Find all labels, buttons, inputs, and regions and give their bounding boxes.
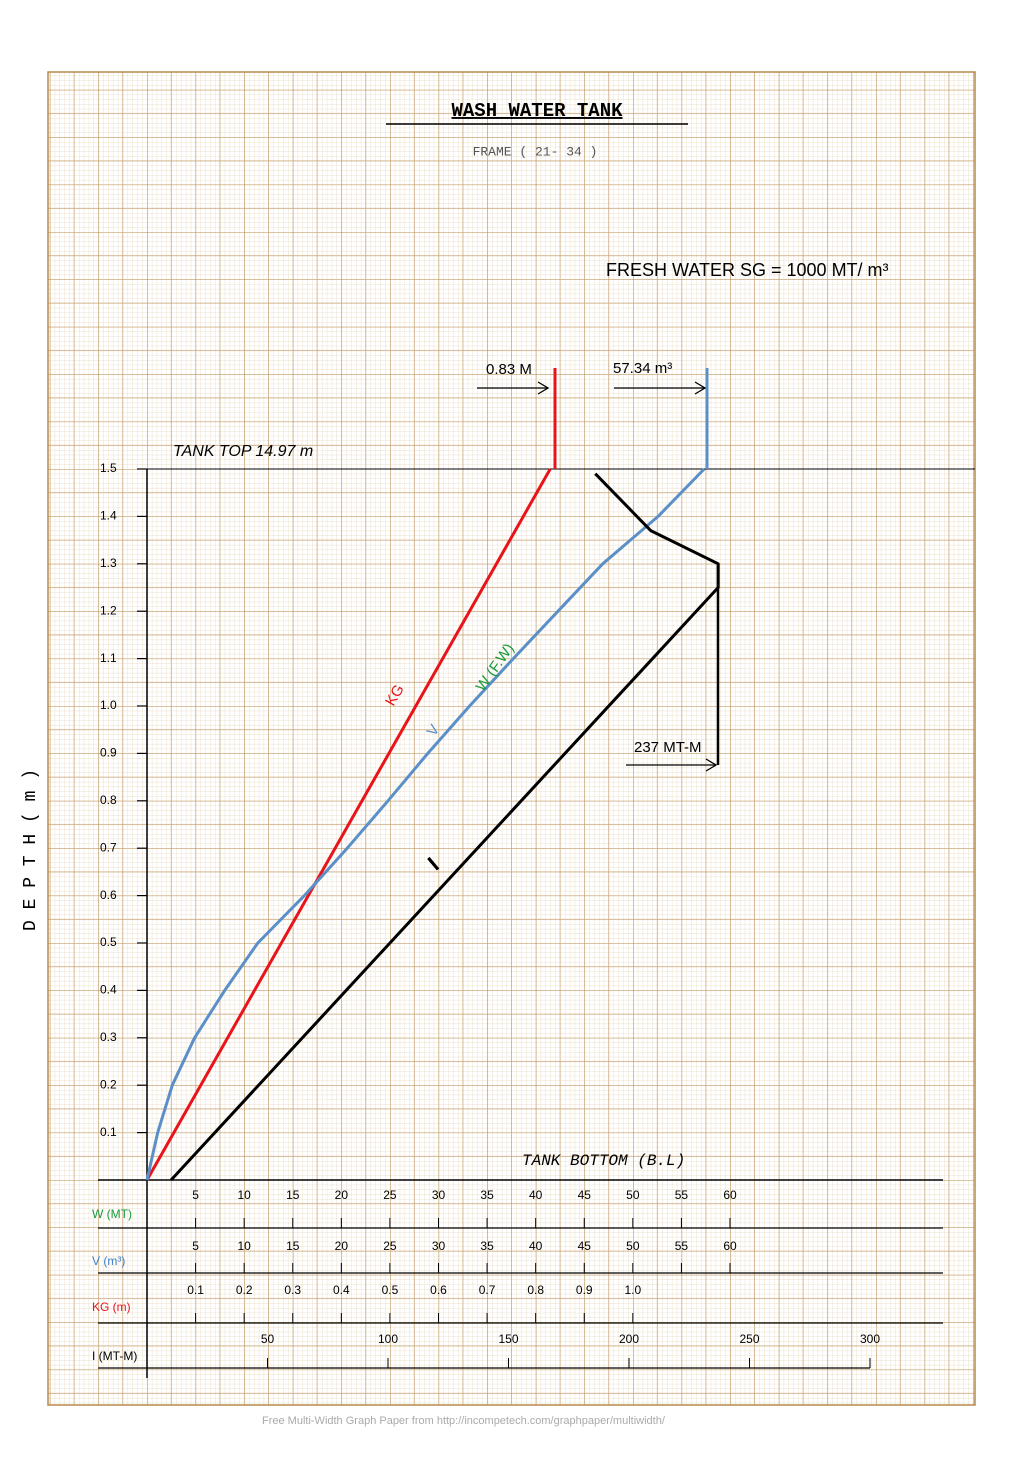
x-tick-label: 15 bbox=[286, 1239, 300, 1253]
y-tick-label: 0.6 bbox=[100, 888, 117, 902]
arrow-head bbox=[537, 381, 550, 395]
y-tick-label: 0.3 bbox=[100, 1030, 117, 1044]
y-tick-label: 0.9 bbox=[100, 746, 117, 760]
series-line bbox=[145, 467, 706, 1181]
graph-paper-major bbox=[47, 71, 976, 1406]
x-tick-label: 55 bbox=[675, 1188, 689, 1202]
y-tick-label: 1.3 bbox=[100, 556, 117, 570]
x-tick-label: 60 bbox=[723, 1188, 737, 1202]
x-tick-label: 5 bbox=[192, 1188, 199, 1202]
x-tick-label: 30 bbox=[432, 1188, 446, 1202]
y-tick-label: 0.4 bbox=[100, 983, 117, 997]
x-axis-name: W (MT) bbox=[92, 1207, 132, 1221]
annotation: TANK TOP 14.97 m bbox=[173, 443, 313, 460]
x-tick-label: 10 bbox=[237, 1188, 251, 1202]
x-tick-label: 0.1 bbox=[187, 1283, 204, 1297]
series-line bbox=[145, 468, 552, 1181]
x-tick-label: 25 bbox=[383, 1239, 397, 1253]
x-tick-label: 0.2 bbox=[236, 1283, 253, 1297]
y-tick-label: 0.2 bbox=[100, 1077, 117, 1091]
annotation: 0.83 M bbox=[486, 361, 532, 378]
x-tick-label: 100 bbox=[378, 1332, 398, 1346]
annotation: FRESH WATER SG = 1000 MT/ m³ bbox=[606, 260, 889, 280]
x-axis-name: V (m³) bbox=[92, 1254, 125, 1268]
x-tick-label: 5 bbox=[192, 1239, 199, 1253]
x-tick-label: 50 bbox=[626, 1239, 640, 1253]
annotation: 57.34 m³ bbox=[613, 360, 672, 377]
x-tick-label: 20 bbox=[335, 1239, 349, 1253]
x-tick-label: 35 bbox=[480, 1188, 494, 1202]
x-tick-label: 0.5 bbox=[382, 1283, 399, 1297]
x-tick-label: 0.3 bbox=[284, 1283, 301, 1297]
x-tick-label: 60 bbox=[723, 1239, 737, 1253]
x-tick-label: 300 bbox=[860, 1332, 880, 1346]
x-tick-label: 0.6 bbox=[430, 1283, 447, 1297]
x-tick-label: 0.4 bbox=[333, 1283, 350, 1297]
y-tick-label: 1.0 bbox=[100, 698, 117, 712]
annotation: 237 MT-M bbox=[634, 739, 702, 756]
x-tick-label: 0.8 bbox=[527, 1283, 544, 1297]
x-axis-name: KG (m) bbox=[92, 1300, 131, 1314]
y-tick-label: 0.1 bbox=[100, 1125, 117, 1139]
x-tick-label: 45 bbox=[578, 1239, 592, 1253]
y-tick-label: 0.7 bbox=[100, 840, 117, 854]
x-tick-label: 25 bbox=[383, 1188, 397, 1202]
y-tick-label: 1.2 bbox=[100, 603, 117, 617]
annotation: TANK BOTTOM (B.L) bbox=[522, 1152, 685, 1170]
arrow-head bbox=[705, 758, 718, 772]
x-tick-label: 250 bbox=[739, 1332, 759, 1346]
x-tick-label: 45 bbox=[578, 1188, 592, 1202]
x-tick-label: 40 bbox=[529, 1239, 543, 1253]
x-tick-label: 150 bbox=[498, 1332, 518, 1346]
x-tick-label: 35 bbox=[480, 1239, 494, 1253]
x-tick-label: 55 bbox=[675, 1239, 689, 1253]
x-tick-label: 50 bbox=[626, 1188, 640, 1202]
x-tick-label: 200 bbox=[619, 1332, 639, 1346]
x-tick-label: 50 bbox=[261, 1332, 275, 1346]
x-tick-label: 30 bbox=[432, 1239, 446, 1253]
arrow-head bbox=[694, 381, 707, 395]
x-tick-label: 15 bbox=[286, 1188, 300, 1202]
y-tick-label: 0.5 bbox=[100, 935, 117, 949]
x-tick-label: 0.9 bbox=[576, 1283, 593, 1297]
series-line bbox=[169, 472, 720, 1182]
y-axis-label: D E P T H ( m ) bbox=[21, 769, 41, 931]
y-tick-label: 1.5 bbox=[100, 461, 117, 475]
x-tick-label: 20 bbox=[335, 1188, 349, 1202]
x-tick-label: 10 bbox=[237, 1239, 251, 1253]
x-tick-label: 0.7 bbox=[479, 1283, 496, 1297]
subtitle: FRAME ( 21- 34 ) bbox=[473, 144, 598, 159]
x-axis-name: I (MT-M) bbox=[92, 1349, 137, 1363]
chart-title: WASH WATER TANK bbox=[451, 100, 623, 122]
x-tick-label: 40 bbox=[529, 1188, 543, 1202]
y-tick-label: 1.1 bbox=[100, 651, 117, 665]
y-tick-label: 1.4 bbox=[100, 509, 117, 523]
x-tick-label: 1.0 bbox=[624, 1283, 641, 1297]
footer: Free Multi-Width Graph Paper from http:/… bbox=[262, 1415, 666, 1427]
y-tick-label: 0.8 bbox=[100, 793, 117, 807]
